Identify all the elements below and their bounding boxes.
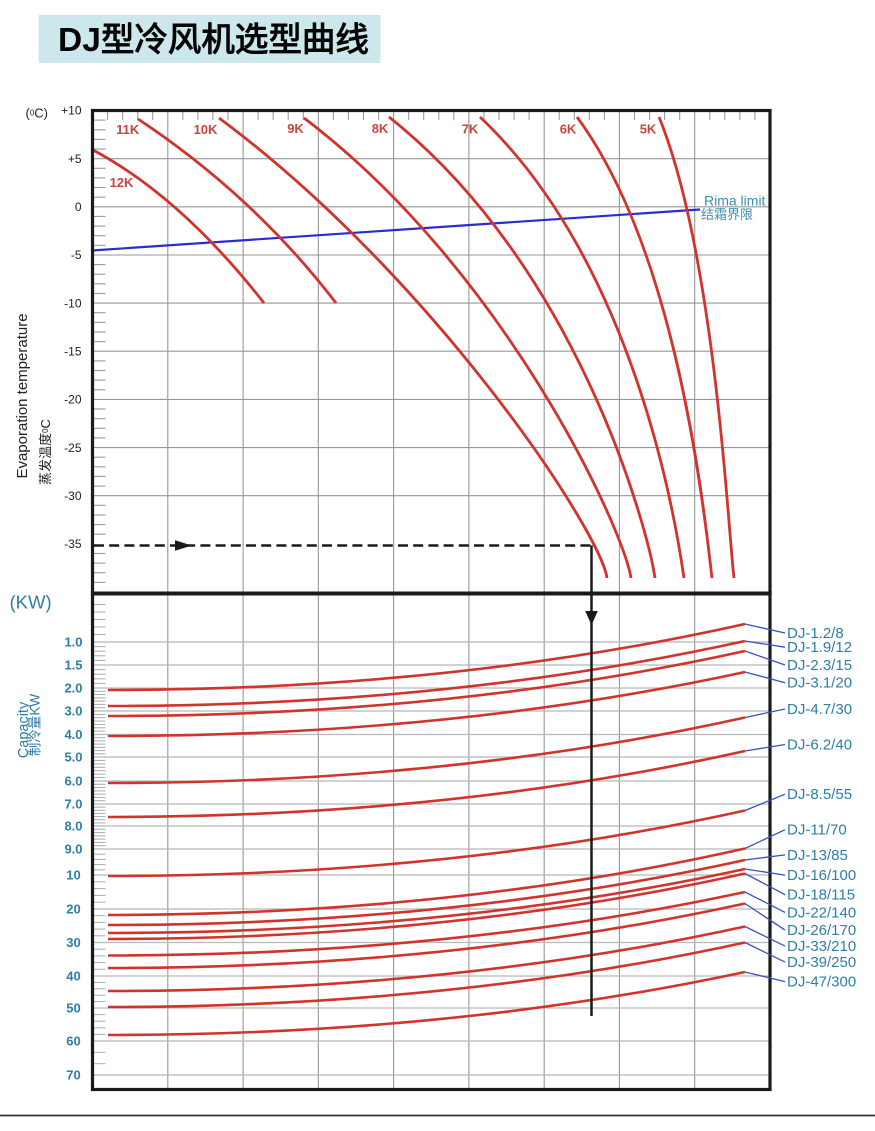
svg-text:-35: -35: [64, 537, 82, 551]
svg-text:DJ-47/300: DJ-47/300: [787, 974, 856, 991]
svg-text:30: 30: [66, 935, 80, 950]
svg-text:+10: +10: [61, 104, 82, 118]
svg-text:4.0: 4.0: [64, 727, 82, 742]
svg-text:(KW): (KW): [10, 592, 52, 613]
svg-text:制冷量KW: 制冷量KW: [28, 694, 43, 757]
svg-text:8.0: 8.0: [64, 819, 82, 834]
svg-text:DJ-11/70: DJ-11/70: [787, 822, 847, 839]
svg-text:-25: -25: [64, 441, 82, 455]
svg-text:-30: -30: [64, 489, 82, 503]
svg-text:Capacity: Capacity: [16, 701, 32, 758]
svg-text:结霜界限: 结霜界限: [701, 207, 753, 222]
svg-text:60: 60: [66, 1034, 80, 1049]
svg-text:DJ-39/250: DJ-39/250: [787, 954, 856, 971]
svg-text:Rima limit: Rima limit: [704, 193, 766, 209]
svg-text:Evaporation temperature: Evaporation temperature: [14, 313, 31, 478]
svg-text:6.0: 6.0: [64, 774, 82, 789]
svg-text:5.0: 5.0: [64, 750, 82, 765]
svg-text:50: 50: [66, 1001, 80, 1016]
svg-text:40: 40: [66, 969, 80, 984]
svg-text:DJ-26/170: DJ-26/170: [787, 922, 856, 939]
svg-text:蒸发温度0C: 蒸发温度0C: [38, 419, 53, 485]
svg-text:5K: 5K: [640, 122, 657, 137]
svg-text:9.0: 9.0: [64, 842, 82, 857]
svg-text:DJ-1.2/8: DJ-1.2/8: [787, 625, 844, 642]
svg-text:20: 20: [66, 902, 80, 917]
svg-text:2.0: 2.0: [64, 681, 82, 696]
svg-text:-5: -5: [71, 248, 82, 262]
svg-text:0: 0: [75, 200, 82, 214]
svg-text:DJ-4.7/30: DJ-4.7/30: [787, 701, 852, 718]
svg-text:DJ-13/85: DJ-13/85: [787, 847, 848, 864]
svg-text:DJ-2.3/15: DJ-2.3/15: [787, 657, 852, 674]
svg-text:(0C): (0C): [26, 106, 49, 121]
svg-text:DJ-6.2/40: DJ-6.2/40: [787, 737, 852, 754]
svg-text:1.5: 1.5: [64, 658, 82, 673]
svg-text:12K: 12K: [110, 175, 134, 190]
svg-text:10K: 10K: [194, 122, 218, 137]
svg-text:10: 10: [66, 868, 80, 883]
svg-text:DJ-18/115: DJ-18/115: [787, 887, 855, 904]
svg-text:-15: -15: [64, 344, 82, 358]
svg-text:DJ-22/140: DJ-22/140: [787, 904, 856, 921]
svg-text:3.0: 3.0: [64, 704, 82, 719]
svg-text:-10: -10: [64, 296, 82, 310]
svg-text:9K: 9K: [287, 121, 304, 136]
svg-text:6K: 6K: [560, 122, 577, 137]
svg-text:DJ-8.5/55: DJ-8.5/55: [787, 786, 852, 803]
svg-text:-20: -20: [64, 393, 82, 407]
svg-text:8K: 8K: [372, 121, 389, 136]
svg-text:70: 70: [66, 1068, 80, 1083]
svg-text:7K: 7K: [462, 122, 479, 137]
svg-text:DJ-1.9/12: DJ-1.9/12: [787, 639, 852, 656]
svg-text:DJ-3.1/20: DJ-3.1/20: [787, 675, 852, 692]
svg-text:DJ型冷风机选型曲线: DJ型冷风机选型曲线: [58, 22, 369, 59]
svg-text:7.0: 7.0: [64, 797, 82, 812]
svg-text:+5: +5: [68, 152, 82, 166]
svg-text:DJ-16/100: DJ-16/100: [787, 867, 856, 884]
svg-text:1.0: 1.0: [64, 635, 82, 650]
svg-text:11K: 11K: [116, 122, 140, 137]
svg-text:DJ-33/210: DJ-33/210: [787, 938, 856, 955]
